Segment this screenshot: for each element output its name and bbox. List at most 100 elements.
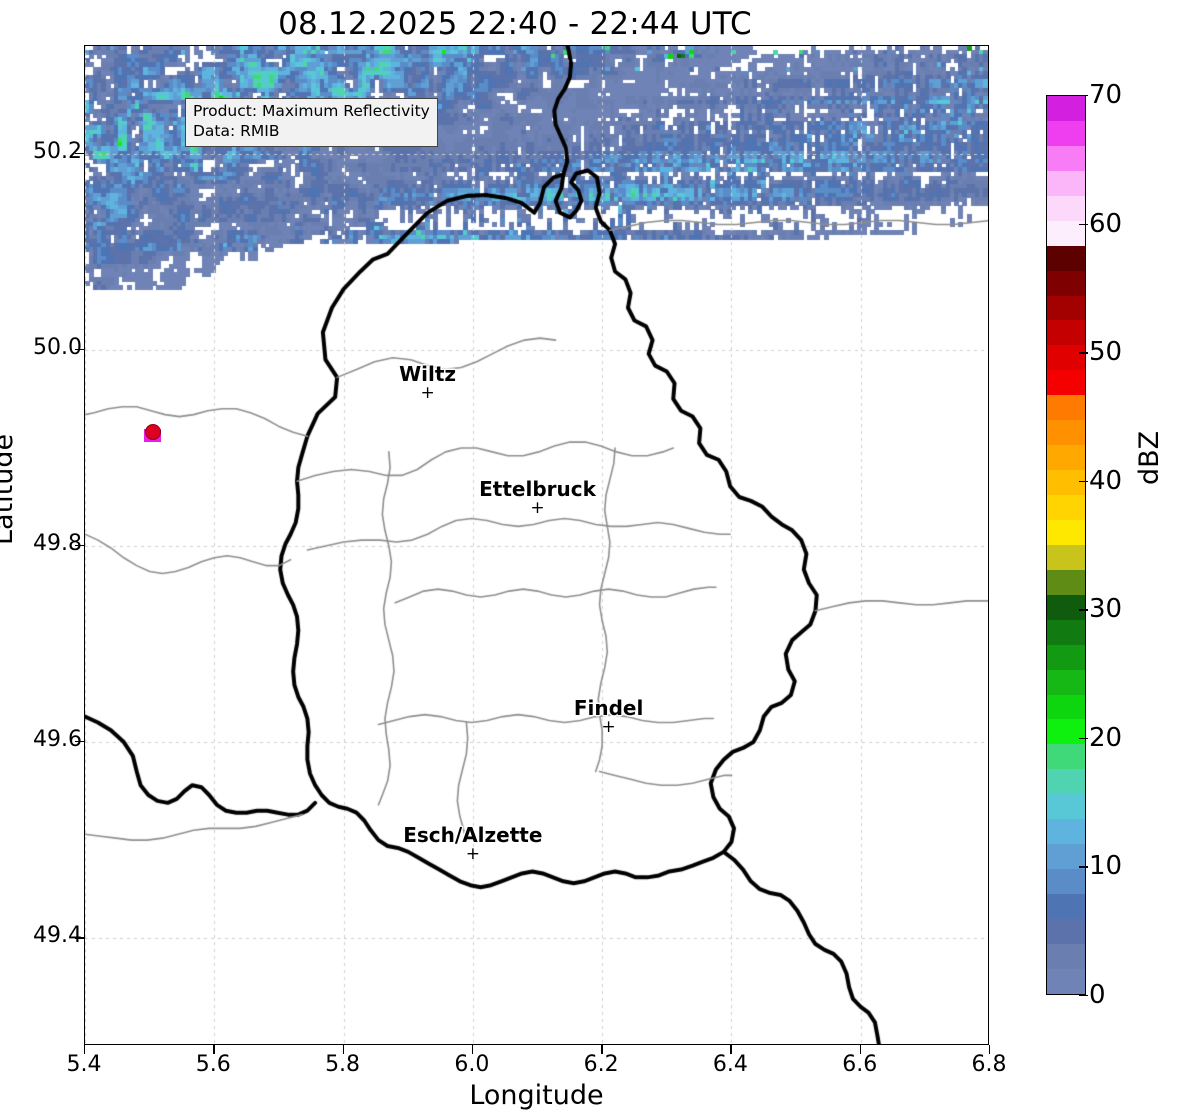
colorbar-band <box>1047 420 1085 446</box>
y-tick-mark <box>75 741 84 743</box>
colorbar-tick-label: 60 <box>1089 208 1123 239</box>
colorbar-band <box>1047 245 1085 271</box>
city-marker-wiltz: Wiltz + <box>399 362 457 404</box>
x-tick-mark <box>601 1045 603 1054</box>
y-tick-label: 50.0 <box>33 334 82 360</box>
colorbar-band <box>1047 769 1085 795</box>
colorbar-tick-mark <box>1079 223 1088 225</box>
city-label: Ettelbruck <box>479 476 596 501</box>
x-tick-label: 6.8 <box>971 1052 1007 1077</box>
colorbar-tick-mark <box>1079 995 1088 997</box>
x-tick-mark <box>342 1045 344 1054</box>
city-marker-ettelbruck: Ettelbruck + <box>479 476 596 518</box>
city-cross-icon: + <box>420 383 435 404</box>
colorbar-tick-mark <box>1079 352 1088 354</box>
city-cross-icon: + <box>601 716 616 737</box>
colorbar-band <box>1047 644 1085 670</box>
colorbar-band <box>1047 968 1085 994</box>
y-tick-label: 49.6 <box>33 727 82 753</box>
city-cross-icon: + <box>465 844 480 865</box>
colorbar[interactable] <box>1046 95 1086 995</box>
colorbar-tick-label: 30 <box>1089 594 1123 625</box>
colorbar-tick-mark <box>1079 95 1088 97</box>
x-tick-label: 5.8 <box>325 1052 361 1077</box>
city-marker-esch-alzette: Esch/Alzette + <box>403 823 543 865</box>
colorbar-band <box>1047 918 1085 944</box>
y-tick-label: 49.8 <box>33 531 82 556</box>
colorbar-band <box>1047 844 1085 870</box>
colorbar-tick-mark <box>1079 480 1088 483</box>
x-tick-label: 6.4 <box>712 1052 748 1077</box>
colorbar-band <box>1047 569 1085 595</box>
colorbar-band <box>1047 470 1085 495</box>
colorbar-tick-mark <box>1079 609 1088 611</box>
colorbar-band <box>1047 220 1085 246</box>
colorbar-tick-mark <box>1079 866 1088 868</box>
colorbar-band <box>1047 370 1085 396</box>
colorbar-band <box>1047 544 1085 570</box>
colorbar-tick-label: 70 <box>1089 80 1123 110</box>
colorbar-band <box>1047 145 1085 171</box>
colorbar-label: dBZ <box>1134 430 1165 485</box>
colorbar-band <box>1047 495 1085 520</box>
colorbar-band <box>1047 96 1085 121</box>
x-tick-mark <box>989 1045 991 1054</box>
x-tick-mark <box>471 1045 474 1054</box>
map-borders-layer <box>85 46 988 1044</box>
map-plot-area[interactable]: Product: Maximum Reflectivity Data: RMIB… <box>84 45 989 1045</box>
y-tick-mark <box>75 545 84 547</box>
colorbar-band <box>1047 519 1085 545</box>
colorbar-band <box>1047 943 1085 969</box>
colorbar-band <box>1047 170 1085 196</box>
colorbar-tick-label: 20 <box>1089 722 1123 753</box>
colorbar-tick-label: 10 <box>1089 851 1123 882</box>
colorbar-band <box>1047 869 1085 894</box>
y-tick-mark <box>75 348 84 351</box>
colorbar-band <box>1047 345 1085 371</box>
colorbar-band <box>1047 395 1085 421</box>
x-tick-label: 6.2 <box>583 1052 619 1077</box>
colorbar-band <box>1047 794 1085 820</box>
x-tick-mark <box>84 1045 86 1054</box>
city-label: Esch/Alzette <box>403 823 543 848</box>
colorbar-band <box>1047 295 1085 321</box>
page-title: 08.12.2025 22:40 - 22:44 UTC <box>278 6 752 42</box>
colorbar-band <box>1047 744 1085 770</box>
city-marker-findel: Findel + <box>574 696 644 737</box>
colorbar-band <box>1047 195 1085 221</box>
colorbar-tick-label: 50 <box>1089 337 1123 368</box>
colorbar-band <box>1047 894 1085 919</box>
x-tick-mark <box>213 1045 215 1054</box>
x-tick-label: 6.0 <box>454 1052 490 1077</box>
y-axis-label: Latitude <box>0 433 19 545</box>
y-tick-mark <box>75 152 84 155</box>
colorbar-band <box>1047 270 1085 296</box>
x-tick-mark <box>730 1045 732 1054</box>
radar-site-dot-icon <box>144 424 161 441</box>
colorbar-tick-label: 40 <box>1089 465 1123 496</box>
colorbar-band <box>1047 120 1085 146</box>
y-tick-label: 49.4 <box>33 923 82 949</box>
x-tick-label: 6.6 <box>842 1052 878 1077</box>
y-tick-mark <box>75 937 84 939</box>
colorbar-band <box>1047 694 1085 720</box>
colorbar-band <box>1047 819 1085 845</box>
product-line: Product: Maximum Reflectivity <box>193 102 430 120</box>
data-source-line: Data: RMIB <box>193 121 280 140</box>
y-tick-label: 50.2 <box>33 138 82 164</box>
colorbar-band <box>1047 594 1085 620</box>
colorbar-band <box>1047 619 1085 645</box>
city-cross-icon: + <box>530 497 545 518</box>
x-tick-label: 5.4 <box>66 1052 102 1077</box>
x-tick-label: 5.6 <box>195 1052 231 1077</box>
colorbar-tick-label: 0 <box>1089 980 1106 1010</box>
city-label: Wiltz <box>399 362 457 387</box>
colorbar-band <box>1047 320 1085 346</box>
colorbar-tick-mark <box>1079 737 1088 740</box>
product-info-box: Product: Maximum Reflectivity Data: RMIB <box>185 98 438 147</box>
x-tick-mark <box>859 1045 862 1054</box>
colorbar-band <box>1047 669 1085 695</box>
colorbar-band <box>1047 445 1085 471</box>
colorbar-band <box>1047 719 1085 745</box>
